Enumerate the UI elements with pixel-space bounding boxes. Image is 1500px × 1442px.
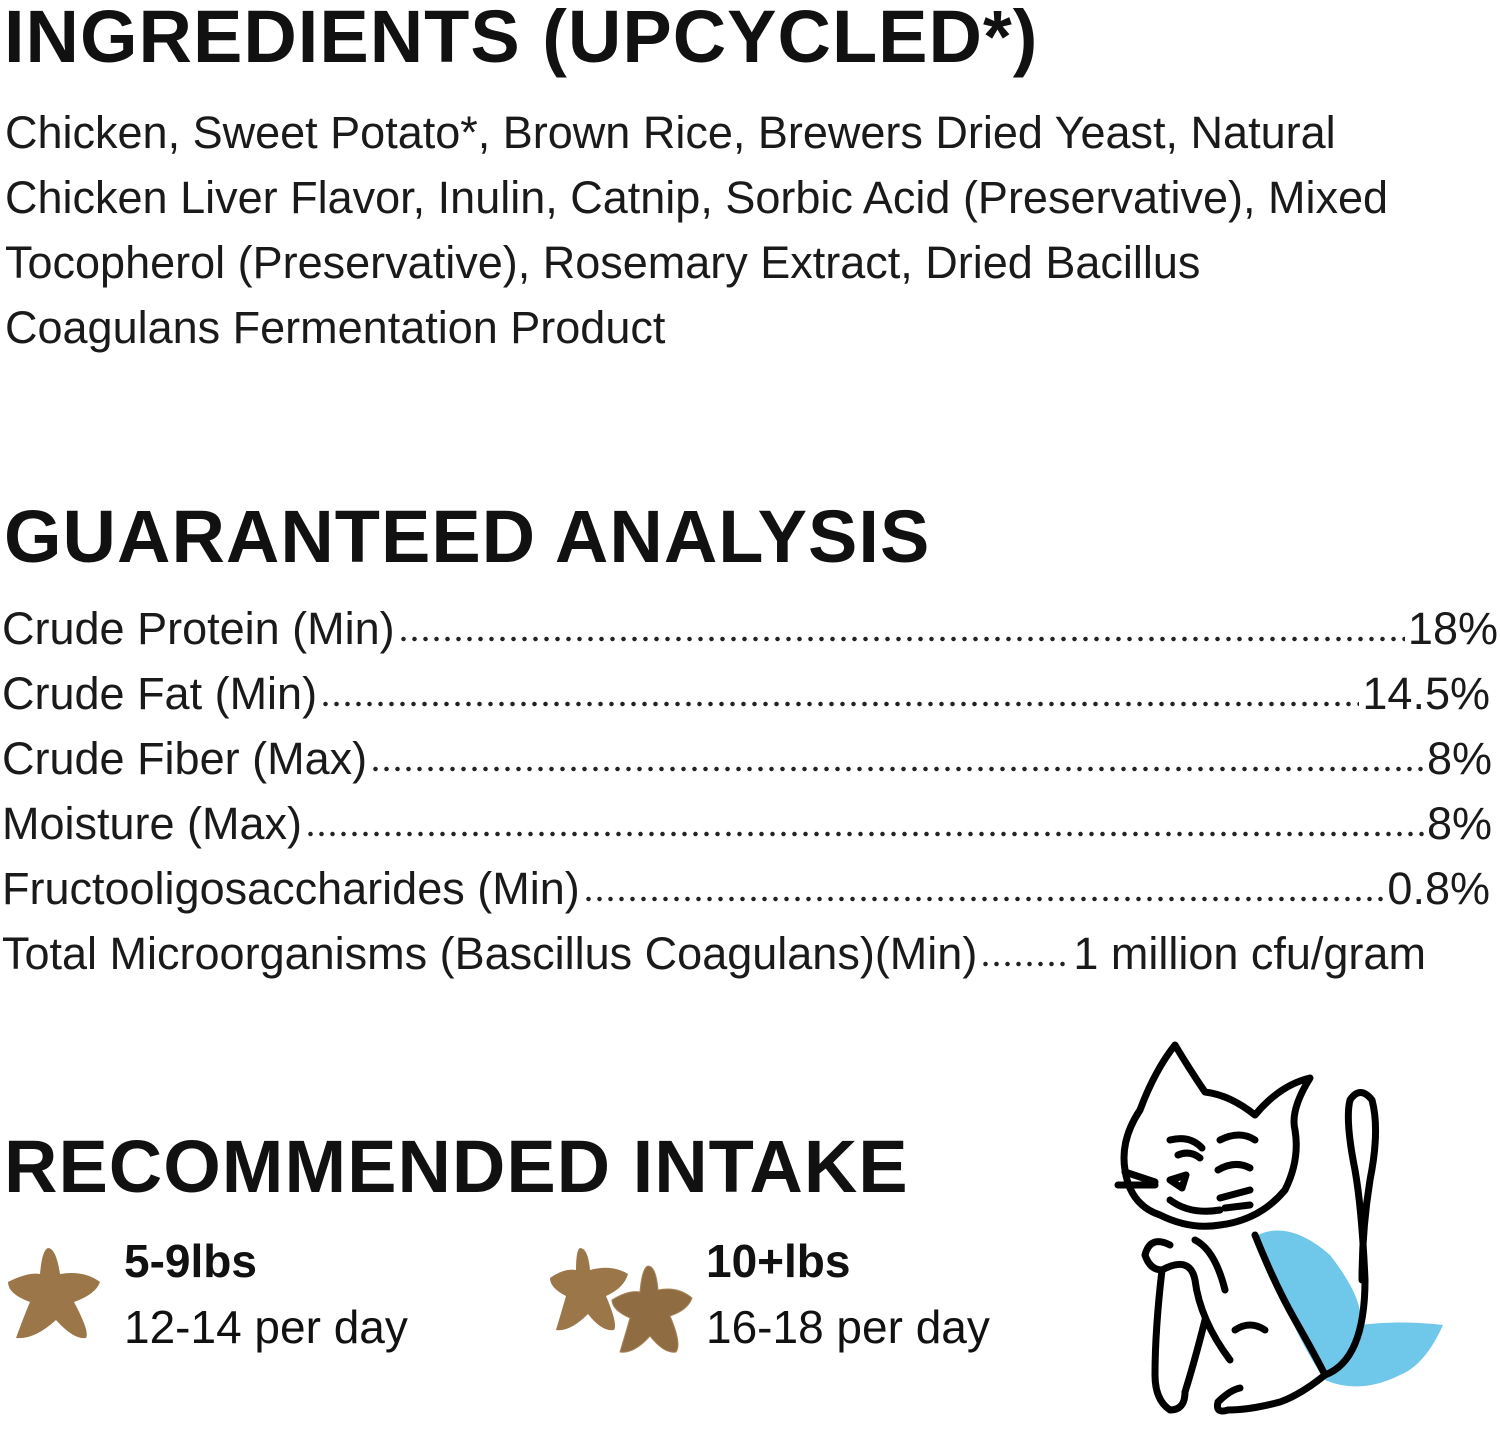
double-treat-star-icon xyxy=(550,1248,693,1353)
cat-with-cape-illustration xyxy=(1114,1041,1443,1415)
dot-leader xyxy=(305,831,1424,837)
weight-range: 10+lbs xyxy=(706,1235,851,1287)
dot-leader xyxy=(320,701,1360,707)
single-treat-star-icon xyxy=(8,1248,100,1339)
dot-leader xyxy=(582,896,1385,902)
analysis-label: Fructooligosaccharides (Min) xyxy=(2,863,580,914)
analysis-value: 14.5% xyxy=(1362,668,1490,719)
ingredients-line: Tocopherol (Preservative), Rosemary Extr… xyxy=(5,237,1201,288)
ingredients-line: Chicken, Sweet Potato*, Brown Rice, Brew… xyxy=(5,107,1336,158)
analysis-value: 0.8% xyxy=(1387,863,1490,914)
analysis-row: Moisture (Max) 8% xyxy=(2,791,1498,856)
weight-range: 5-9lbs xyxy=(124,1235,257,1287)
dot-leader xyxy=(370,766,1424,772)
ingredients-line: Chicken Liver Flavor, Inulin, Catnip, So… xyxy=(5,172,1389,223)
analysis-row: Crude Fat (Min) 14.5% xyxy=(2,661,1498,726)
ingredients-heading: INGREDIENTS (UPCYCLED*) xyxy=(4,0,1039,78)
analysis-label: Crude Fat (Min) xyxy=(2,668,318,719)
analysis-value: 8% xyxy=(1426,798,1492,849)
analysis-row: Crude Fiber (Max) 8% xyxy=(2,726,1498,791)
analysis-row: Fructooligosaccharides (Min) 0.8% xyxy=(2,856,1498,921)
analysis-label: Moisture (Max) xyxy=(2,798,303,849)
intake-item: 5-9lbs 12-14 per day xyxy=(124,1238,408,1350)
ingredients-line: Coagulans Fermentation Product xyxy=(5,302,666,353)
daily-amount: 12-14 per day xyxy=(124,1301,408,1353)
analysis-value: 8% xyxy=(1426,733,1492,784)
analysis-value: 1 million cfu/gram xyxy=(1073,928,1426,979)
analysis-heading: GUARANTEED ANALYSIS xyxy=(4,495,931,578)
analysis-label: Total Microorganisms (Bascillus Coagulan… xyxy=(2,928,978,979)
dot-leader xyxy=(980,961,1071,967)
analysis-row: Total Microorganisms (Bascillus Coagulan… xyxy=(2,921,1498,986)
intake-item: 10+lbs 16-18 per day xyxy=(706,1238,990,1350)
analysis-label: Crude Protein (Min) xyxy=(2,603,395,654)
analysis-table: Crude Protein (Min) 18% Crude Fat (Min) 14… xyxy=(2,596,1498,986)
intake-heading: RECOMMENDED INTAKE xyxy=(4,1125,909,1208)
analysis-row: Crude Protein (Min) 18% xyxy=(2,596,1498,661)
ingredients-list: Chicken, Sweet Potato*, Brown Rice, Brew… xyxy=(5,100,1388,360)
daily-amount: 16-18 per day xyxy=(706,1301,990,1353)
analysis-label: Crude Fiber (Max) xyxy=(2,733,368,784)
analysis-value: 18% xyxy=(1407,603,1498,654)
dot-leader xyxy=(397,636,1405,642)
